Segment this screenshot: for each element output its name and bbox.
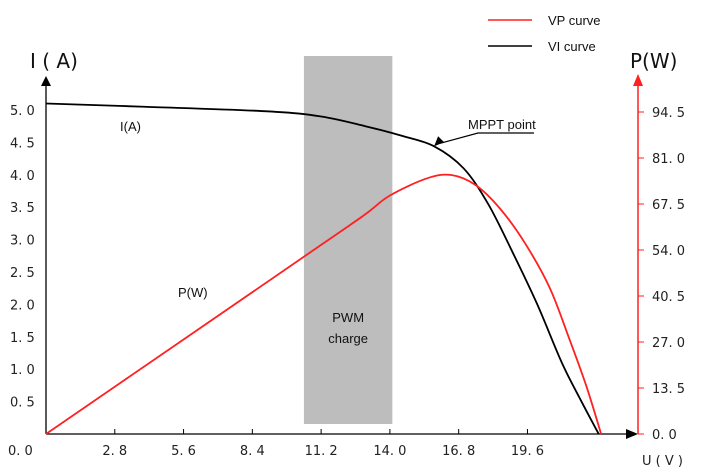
right-tick-label: 54. 0 [652, 244, 685, 259]
left-tick-label: 3. 5 [10, 201, 35, 216]
vp-curve-line [45, 173, 603, 435]
charge-label: charge [328, 331, 368, 346]
x-tick-label: 2. 8 [102, 444, 127, 459]
x-tick-label: 0. 0 [8, 444, 33, 459]
left-tick-label: 2. 0 [10, 298, 35, 313]
pwm-label: PWM [332, 310, 364, 325]
legend: VP curve VI curve [488, 13, 601, 54]
legend-vi-label: VI curve [548, 39, 596, 54]
right-tick-label: 81. 0 [652, 152, 685, 167]
x-tick-label: 8. 4 [240, 444, 265, 459]
x-tick-label: 16. 8 [442, 444, 475, 459]
left-tick-label: 1. 5 [10, 331, 35, 346]
left-tick-label: 0. 5 [10, 396, 35, 411]
mppt-point-label: MPPT point [468, 117, 536, 132]
right-tick-label: 0. 0 [652, 428, 677, 443]
right-tick-label: 40. 5 [652, 290, 685, 305]
x-axis-title: U ( V ) [642, 454, 683, 469]
left-tick-labels: 0. 5 1. 0 1. 5 2. 0 2. 5 3. 0 3. 5 4. 0 4. 5 5. 0 [10, 104, 35, 411]
pw-curve-label: P(W) [178, 285, 208, 300]
left-tick-label: 2. 5 [10, 266, 35, 281]
left-axis-title: I ( A) [30, 49, 78, 73]
right-y-axis-arrow [633, 74, 643, 86]
vi-curve-line [45, 102, 600, 435]
right-tick-label: 27. 0 [652, 336, 685, 351]
left-tick-label: 4. 0 [10, 169, 35, 184]
x-tick-label: 5. 6 [171, 444, 196, 459]
right-tick-labels: 0. 0 13. 5 27. 0 40. 5 54. 0 67. 5 81. 0 94. 5 [638, 106, 685, 443]
mppt-arrowhead [434, 136, 445, 147]
x-tick-labels: 0. 0 2. 8 5. 6 8. 4 11. 2 14. 0 16. 8 19. 6 [8, 429, 544, 459]
left-tick-label: 5. 0 [10, 104, 35, 119]
right-tick-label: 94. 5 [652, 106, 685, 121]
x-tick-label: 11. 2 [305, 444, 338, 459]
left-tick-label: 1. 0 [10, 363, 35, 378]
x-tick-label: 14. 0 [373, 444, 406, 459]
mppt-pointer-line [439, 132, 534, 144]
x-tick-label: 19. 6 [511, 444, 544, 459]
left-tick-label: 3. 0 [10, 234, 35, 249]
pwm-charge-region [303, 56, 393, 424]
x-axis-arrow [626, 429, 638, 439]
right-axis-title: P(W) [630, 49, 677, 73]
right-tick-label: 67. 5 [652, 198, 685, 213]
right-tick-label: 13. 5 [652, 382, 685, 397]
left-tick-label: 4. 5 [10, 136, 35, 151]
left-y-axis-arrow [41, 76, 51, 86]
legend-vp-label: VP curve [548, 13, 601, 28]
ia-curve-label: I(A) [120, 119, 141, 134]
